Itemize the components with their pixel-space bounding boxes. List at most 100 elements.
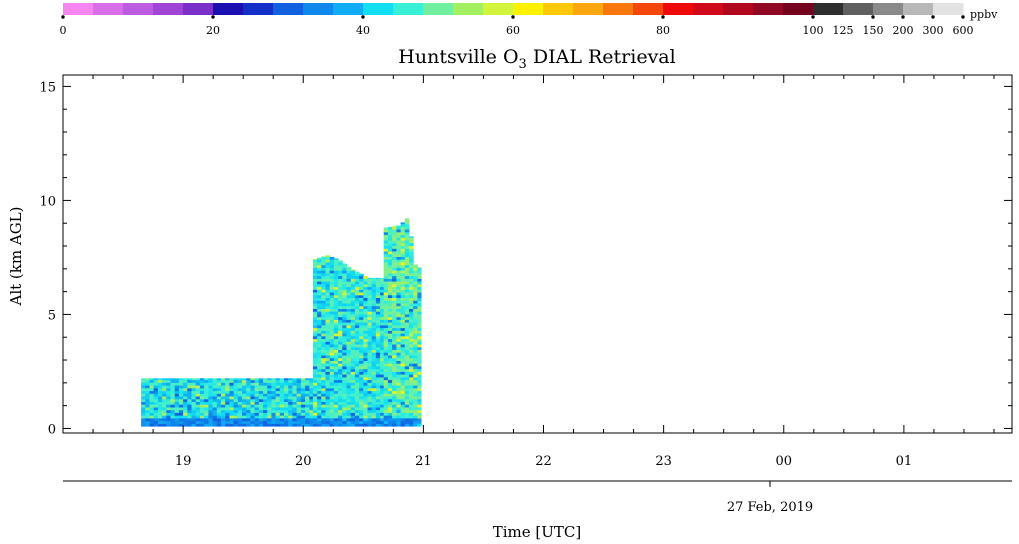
heatmap-cell (387, 256, 393, 260)
heatmap-cell (409, 267, 414, 271)
heatmap-cell (417, 371, 422, 375)
heatmap-cell (145, 382, 150, 386)
heatmap-cell (404, 242, 410, 246)
heatmap-cell (363, 278, 368, 282)
heatmap-cell (380, 407, 385, 411)
heatmap-cell (195, 382, 201, 386)
heatmap-cell (333, 368, 339, 372)
heatmap-cell (166, 420, 171, 424)
heatmap-cell (387, 251, 393, 255)
heatmap-cell (400, 398, 406, 402)
heatmap-cell (342, 401, 347, 405)
heatmap-cell (333, 379, 339, 383)
heatmap-cell (354, 319, 360, 323)
heatmap-cell (325, 398, 331, 402)
heatmap-cell (387, 398, 393, 402)
heatmap-cell (367, 418, 373, 422)
heatmap-cell (338, 278, 343, 282)
heatmap-cell (321, 270, 326, 274)
heatmap-cell (346, 409, 352, 413)
heatmap-cell (392, 314, 397, 318)
heatmap-cell (233, 393, 239, 397)
heatmap-cell (404, 275, 410, 279)
heatmap-cell (321, 418, 326, 422)
heatmap-cell (396, 289, 402, 293)
heatmap-cell (208, 379, 214, 383)
heatmap-cell (170, 420, 176, 424)
heatmap-cell (392, 286, 397, 290)
heatmap-cell (354, 415, 360, 419)
heatmap-cell (363, 355, 368, 359)
heatmap-cell (141, 385, 146, 389)
heatmap-cell (417, 352, 422, 356)
heatmap-cell (309, 387, 314, 392)
heatmap-cell (396, 300, 402, 304)
heatmap-cell (387, 242, 393, 246)
heatmap-cell (413, 423, 418, 427)
heatmap-cell (329, 382, 335, 386)
heatmap-cell (338, 379, 343, 383)
heatmap-cell (387, 272, 393, 277)
heatmap-cell (383, 251, 389, 255)
heatmap-cell (409, 330, 414, 334)
heatmap-cell (329, 294, 335, 298)
heatmap-cell (413, 398, 418, 402)
heatmap-cell (367, 390, 373, 394)
heatmap-cell (246, 379, 251, 383)
heatmap-cell (396, 242, 402, 246)
heatmap-cell (354, 330, 360, 334)
heatmap-cell (375, 357, 381, 361)
heatmap-cell (292, 404, 298, 408)
heatmap-cell (396, 327, 402, 331)
heatmap-cell (383, 393, 389, 397)
heatmap-cell (279, 396, 285, 400)
heatmap-cell (254, 385, 260, 389)
heatmap-cell (367, 398, 373, 402)
colorbar-swatch (873, 3, 904, 15)
heatmap-cell (350, 303, 356, 307)
heatmap-cell (221, 420, 226, 424)
heatmap-cell (387, 338, 393, 342)
heatmap-cell (204, 420, 209, 424)
heatmap-cell (321, 286, 326, 290)
heatmap-cell (321, 366, 326, 370)
heatmap-cell (242, 387, 247, 392)
heatmap-cell (346, 346, 352, 350)
heatmap-cell (288, 387, 293, 392)
heatmap-cell (312, 385, 318, 389)
heatmap-cell (363, 379, 368, 383)
heatmap-cell (208, 412, 214, 416)
heatmap-cell (354, 335, 360, 340)
heatmap-cell (237, 387, 243, 392)
heatmap-cell (387, 316, 393, 320)
heatmap-cell (417, 283, 422, 288)
heatmap-cell (387, 382, 393, 386)
colorbar-tick (211, 15, 215, 19)
heatmap-cell (413, 278, 418, 282)
heatmap-cell (237, 420, 243, 424)
heatmap-cell (183, 409, 188, 413)
heatmap-cell (229, 387, 235, 392)
heatmap-cell (367, 277, 373, 279)
heatmap-cell (246, 407, 251, 411)
heatmap-cell (371, 281, 377, 285)
heatmap-cell (233, 423, 239, 427)
heatmap-cell (367, 297, 373, 301)
heatmap-cell (346, 341, 352, 345)
heatmap-cell (153, 387, 159, 392)
heatmap-cell (413, 338, 418, 342)
heatmap-cell (383, 333, 389, 337)
heatmap-cell (404, 357, 410, 361)
heatmap-cell (267, 379, 272, 383)
heatmap-cell (404, 223, 410, 227)
heatmap-cell (342, 387, 347, 392)
heatmap-cell (363, 286, 368, 290)
heatmap-cell (338, 289, 343, 293)
heatmap-cell (371, 333, 377, 337)
heatmap-cell (229, 420, 235, 424)
heatmap-cell (317, 398, 322, 402)
heatmap-cell (250, 378, 256, 381)
heatmap-cell (417, 330, 422, 334)
heatmap-cell (409, 349, 414, 353)
heatmap-cell (396, 294, 402, 298)
